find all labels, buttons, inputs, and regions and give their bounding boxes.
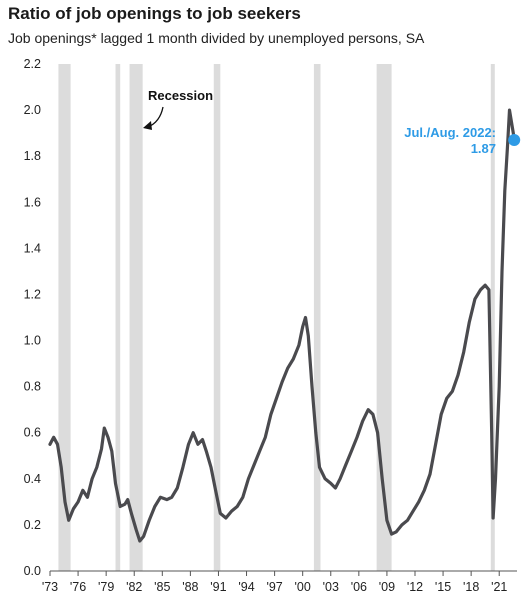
y-tick-label: 1.2 [24,287,41,301]
x-tick-label: '82 [126,580,142,594]
x-tick-label: '15 [435,580,451,594]
series [48,108,516,543]
chart-subtitle: Job openings* lagged 1 month divided by … [8,30,425,46]
y-tick-label: 1.8 [24,149,41,163]
x-tick-label: '00 [295,580,311,594]
y-tick-label: 1.0 [24,334,41,348]
x-tick-label: '76 [70,580,86,594]
x-tick-label: '88 [182,580,198,594]
y-tick-label: 0.4 [24,472,41,486]
recession-band [376,64,392,571]
recession-band [115,64,121,571]
x-tick-label: '91 [210,580,226,594]
x-tick-label: '73 [42,580,58,594]
x-tick-label: '21 [491,580,507,594]
recession-bands [58,64,495,571]
x-tick-label: '06 [351,580,367,594]
x-tick-label: '85 [154,580,170,594]
y-tick-label: 1.4 [24,241,41,255]
latest-value-label: Jul./Aug. 2022: [404,125,496,140]
y-tick-label: 0.8 [24,380,41,394]
annotations: Recession Jul./Aug. 2022:1.87 [143,88,521,156]
chart-title: Ratio of job openings to job seekers [8,4,301,23]
y-tick-label: 0.0 [24,564,41,578]
x-tick-label: '18 [463,580,479,594]
recession-label: Recession [148,88,213,103]
series-line [48,108,516,543]
x-tick-label: '09 [379,580,395,594]
y-tick-label: 0.2 [24,518,41,532]
recession-band [58,64,71,571]
axes: 0.0 0.2 0.4 0.6 0.8 1.0 1.2 1.4 1.6 1.8 2.0 2.2 '73 '… [24,57,517,594]
recession-band [490,64,495,571]
y-tick-label: 2.0 [24,103,41,117]
recession-band [213,64,221,571]
latest-value-label: 1.87 [471,141,496,156]
y-tick-label: 1.6 [24,195,41,209]
recession-band [313,64,321,571]
x-tick-label: '79 [98,580,114,594]
recession-band [129,64,143,571]
x-tick-label: '03 [323,580,339,594]
y-tick-label: 2.2 [24,57,41,71]
x-tick-label: '12 [407,580,423,594]
recession-arrowhead [143,121,152,130]
x-tick-label: '94 [238,580,254,594]
latest-value-marker [508,134,521,147]
y-tick-label: 0.6 [24,426,41,440]
x-tick-label: '97 [266,580,282,594]
